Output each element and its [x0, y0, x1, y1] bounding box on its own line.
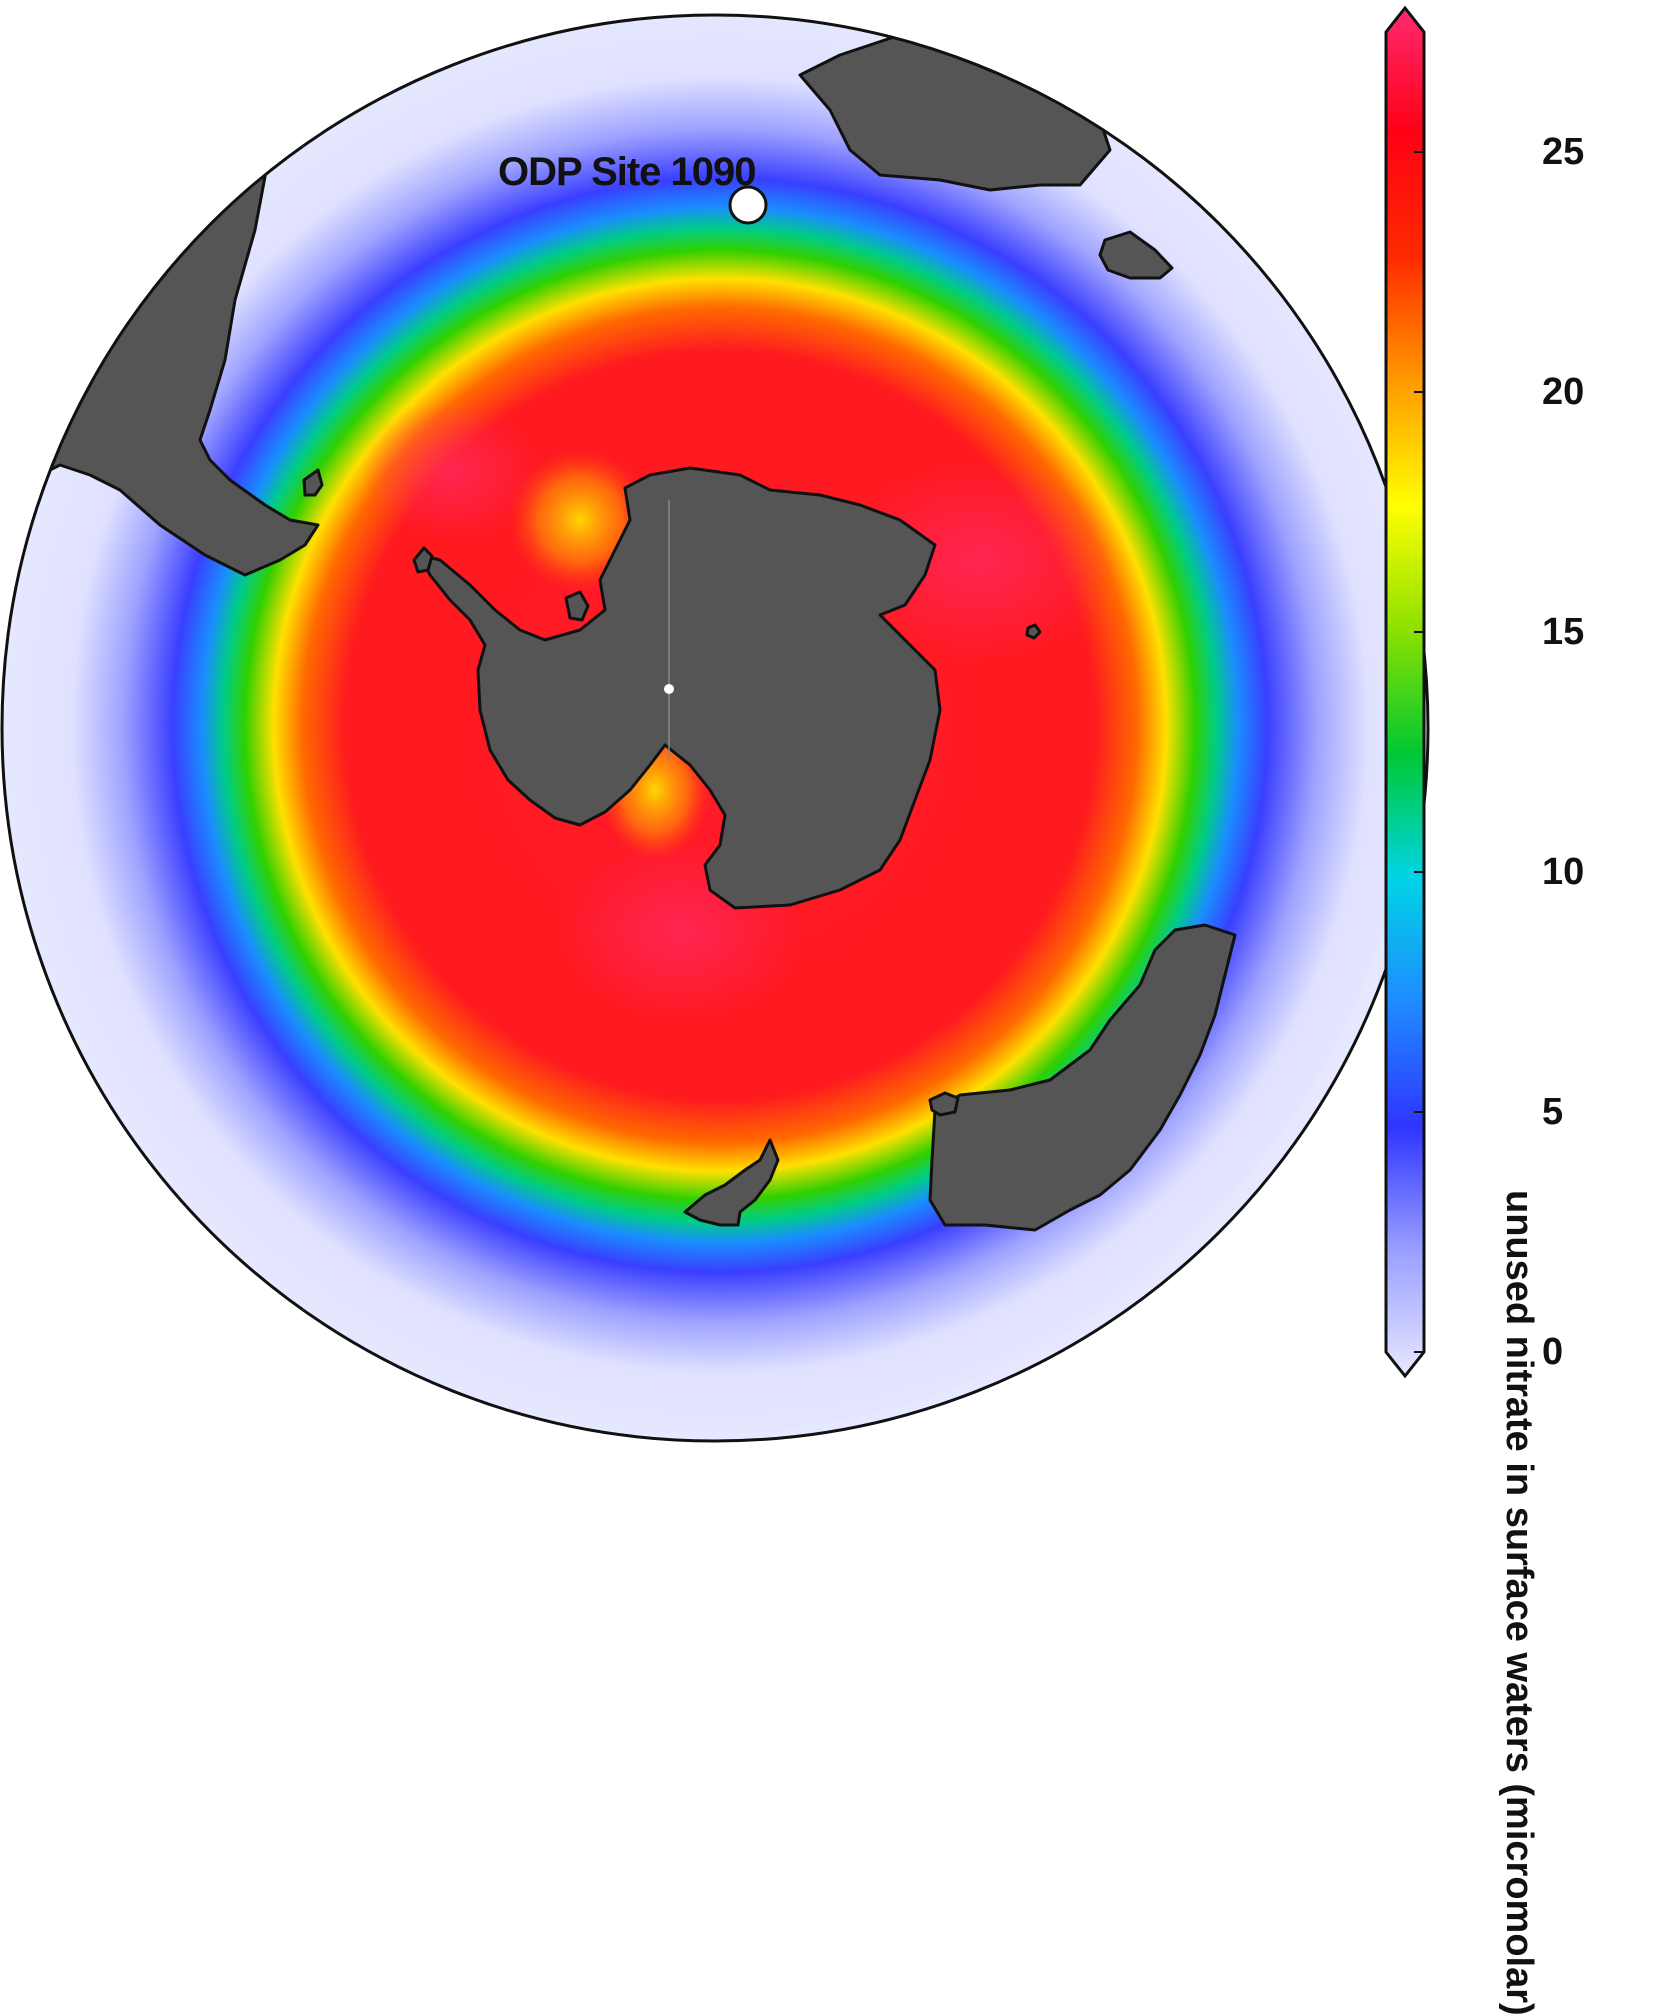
alexander-island — [564, 590, 590, 622]
south-pole-dot — [664, 684, 674, 694]
colorbar-tick-label: 10 — [1542, 851, 1585, 893]
colorbar-tick-label: 5 — [1542, 1091, 1564, 1133]
globe-fill — [2, 15, 1428, 1441]
odp-site-1090-marker — [728, 185, 768, 225]
pink-high-east — [840, 460, 1120, 660]
pink-high-west — [360, 400, 540, 540]
antarctica — [418, 466, 942, 910]
colorbar-tick-marks — [1414, 151, 1424, 1353]
colorbar-fill — [1386, 8, 1424, 1376]
tasmania — [928, 1091, 960, 1117]
colorbar-gradient — [1386, 8, 1424, 1376]
colorbar-tick-label: 0 — [1542, 1331, 1564, 1373]
landmasses — [2, 23, 1237, 1232]
polar-map — [0, 5, 1430, 1443]
globe-outline — [0, 13, 1430, 1443]
new-zealand — [683, 1138, 780, 1227]
colorbar — [1384, 5, 1426, 1379]
colorbar-tick-label: 15 — [1542, 611, 1585, 653]
colorbar-tick-label: 25 — [1542, 131, 1585, 173]
colorbar-label-text: unused nitrate in surface waters (microm… — [1498, 1190, 1540, 2016]
madagascar — [1098, 230, 1174, 280]
south-georgia — [412, 546, 434, 574]
falkland-islands — [302, 468, 324, 497]
australia — [928, 923, 1237, 1232]
colorbar-tick-label: 20 — [1542, 371, 1585, 413]
odp-site-label: ODP Site 1090 — [498, 150, 757, 194]
kerguelen-islands — [1025, 623, 1042, 640]
